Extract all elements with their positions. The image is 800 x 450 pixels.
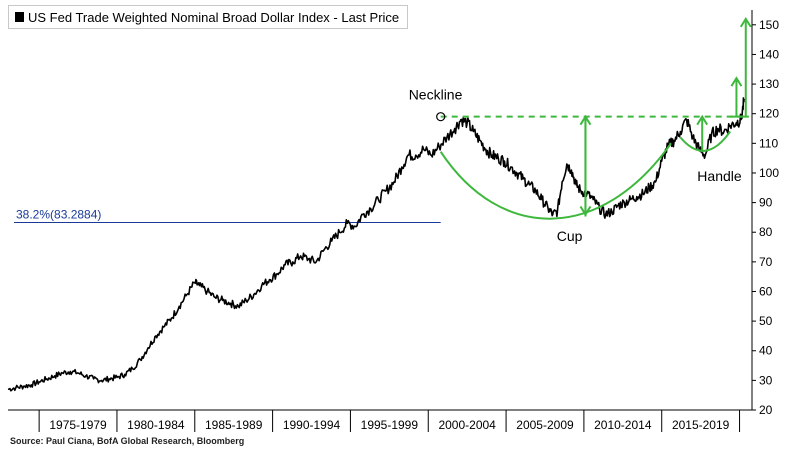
target-arrow-2-head	[739, 17, 752, 28]
annotation-cup: Cup	[557, 228, 583, 244]
handle-curve	[679, 130, 732, 152]
y-tick-label: 150	[759, 18, 779, 32]
source-note: Source: Paul Ciana, BofA Global Research…	[10, 436, 245, 446]
fibonacci-layer: 38.2%(83.2884)	[14, 207, 441, 223]
series-layer	[7, 97, 745, 392]
cup-depth-down-arrow-head	[579, 205, 592, 217]
target-arrow-1-head	[730, 76, 743, 87]
x-tick-label: 1990-1994	[283, 418, 341, 432]
y-tick-label: 110	[759, 136, 778, 150]
axes-layer: 20 30 40 50 60 70 80 90 100 110 120 130 140 150 1975-1…	[8, 10, 779, 432]
y-tick-label: 50	[759, 314, 773, 328]
x-tick-label: 1985-1989	[205, 418, 263, 432]
annotation-neckline: Neckline	[409, 87, 463, 103]
x-tick-label: 2000-2004	[438, 418, 496, 432]
annotation-layer: Neckline Cup Handle	[409, 87, 742, 245]
annotation-handle: Handle	[697, 168, 742, 184]
y-tick-label: 40	[759, 344, 773, 358]
y-tick-label: 120	[759, 107, 779, 121]
y-tick-label: 80	[759, 225, 773, 239]
fibonacci-level-label: 38.2%(83.2884)	[16, 207, 101, 221]
pattern-layer	[436, 17, 752, 220]
series-line-dollar-index	[7, 97, 745, 392]
y-tick-label: 20	[759, 403, 773, 417]
y-tick-label: 30	[759, 373, 773, 387]
x-tick-label: 2015-2019	[672, 418, 730, 432]
chart-legend: US Fed Trade Weighted Nominal Broad Doll…	[8, 5, 409, 29]
legend-label: US Fed Trade Weighted Nominal Broad Doll…	[28, 9, 400, 25]
handle-depth-arrow-head	[696, 114, 709, 126]
neckline-peak-marker	[436, 112, 446, 122]
x-tick-label: 2005-2009	[516, 418, 574, 432]
x-tick-label: 1980-1984	[127, 418, 185, 432]
y-tick-label: 140	[759, 47, 779, 61]
x-tick-label: 2010-2014	[594, 418, 652, 432]
y-tick-label: 130	[759, 77, 779, 91]
y-tick-label: 90	[759, 196, 773, 210]
legend-swatch	[15, 12, 24, 22]
x-tick-label: 1975-1979	[49, 418, 107, 432]
y-tick-label: 60	[759, 284, 773, 298]
cup-curve	[439, 142, 672, 220]
y-tick-label: 100	[759, 166, 779, 180]
x-tick-label: 1995-1999	[361, 418, 419, 432]
y-tick-label: 70	[759, 255, 773, 269]
